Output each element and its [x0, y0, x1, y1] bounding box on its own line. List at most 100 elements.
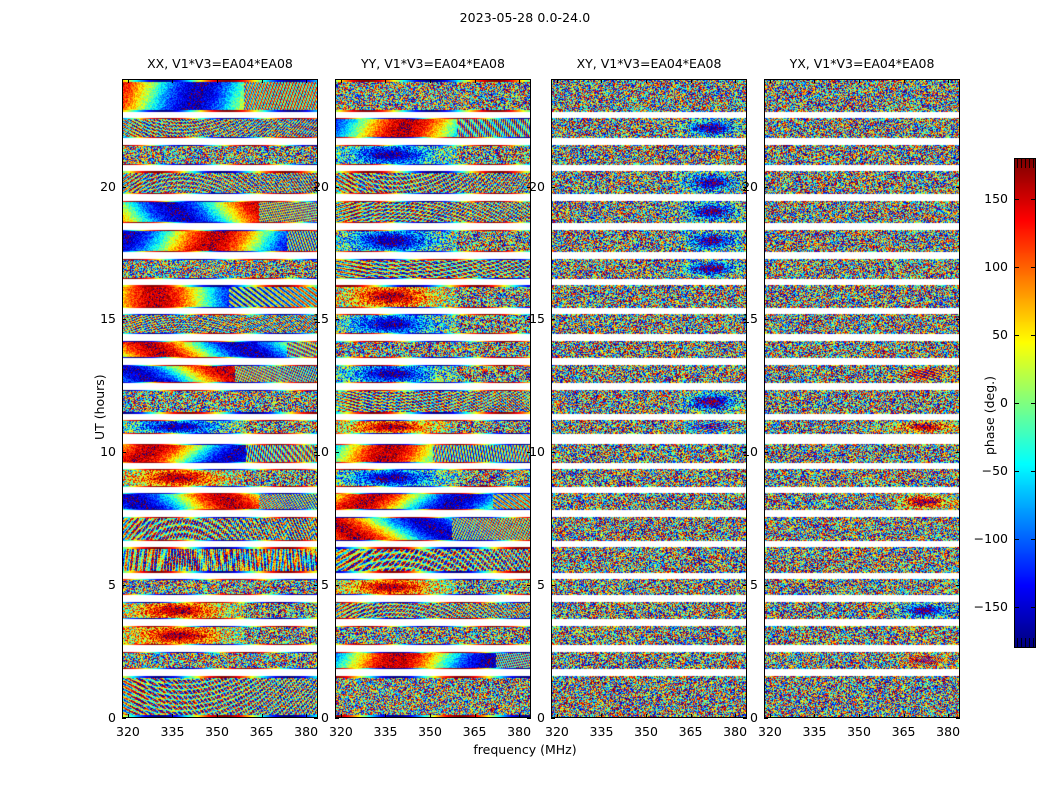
- y-tick-mark-right: [314, 186, 318, 188]
- colorbar-extend-hatch: [1029, 159, 1030, 168]
- y-tick-label: 5: [321, 577, 329, 593]
- x-tick-label: 380: [507, 724, 532, 739]
- y-tick-mark: [764, 452, 768, 454]
- x-tick-label: 350: [418, 724, 442, 739]
- y-tick-mark-right: [314, 452, 318, 454]
- y-tick-label: 10: [100, 444, 116, 460]
- y-tick-mark: [764, 319, 768, 321]
- colorbar-extend-hatch: [1017, 159, 1018, 168]
- x-tick-mark: [430, 714, 432, 718]
- colorbar-extend-hatch: [1025, 159, 1026, 168]
- y-tick-mark: [335, 186, 339, 188]
- y-tick-mark-right: [956, 186, 960, 188]
- y-tick-label: 0: [537, 710, 545, 725]
- x-tick-mark-top: [735, 79, 737, 83]
- panel-title-xx: XX, V1*V3=EA04*EA08: [147, 56, 293, 71]
- colorbar-tick-mark-right: [1031, 539, 1036, 541]
- x-tick-label: 335: [589, 724, 614, 739]
- y-tick-mark: [551, 319, 555, 321]
- x-tick-mark: [519, 714, 521, 718]
- x-tick-mark-top: [385, 79, 387, 83]
- colorbar-tick-label: 0: [1000, 395, 1008, 410]
- colorbar-extend-hatch: [1017, 638, 1018, 647]
- colorbar-tick-label: −100: [973, 531, 1008, 547]
- x-tick-mark-top: [646, 79, 648, 83]
- x-tick-label: 365: [891, 724, 916, 739]
- y-tick-label: 20: [529, 178, 545, 194]
- y-tick-label: 5: [108, 577, 116, 593]
- waterfall-panel-xy[interactable]: [551, 79, 747, 718]
- x-tick-label: 380: [294, 724, 319, 739]
- waterfall-panel-yy[interactable]: [335, 79, 531, 718]
- x-tick-mark-top: [948, 79, 950, 83]
- x-tick-label: 320: [329, 724, 353, 739]
- x-tick-mark: [385, 714, 387, 718]
- y-tick-mark-right: [743, 585, 747, 587]
- colorbar-tick-mark: [1014, 198, 1019, 200]
- x-tick-mark-top: [430, 79, 432, 83]
- x-tick-mark-top: [261, 79, 263, 83]
- y-tick-mark-right: [527, 585, 531, 587]
- colorbar-extend-top: [1014, 159, 1036, 168]
- x-tick-mark-top: [556, 79, 558, 83]
- y-tick-label: 15: [529, 311, 545, 327]
- y-tick-mark-right: [956, 585, 960, 587]
- y-tick-mark-right: [956, 319, 960, 321]
- y-tick-mark: [764, 585, 768, 587]
- y-tick-mark-right: [527, 718, 531, 719]
- colorbar-tick-mark: [1014, 471, 1019, 473]
- waterfall-panel-xx[interactable]: [122, 79, 318, 718]
- x-tick-label: 380: [723, 724, 748, 739]
- y-tick-label: 15: [313, 311, 329, 327]
- y-axis-label: UT (hours): [92, 374, 107, 440]
- colorbar-tick-mark-right: [1031, 471, 1036, 473]
- y-tick-mark: [335, 718, 339, 719]
- x-tick-mark-top: [172, 79, 174, 83]
- colorbar-tick-mark: [1014, 334, 1019, 336]
- y-tick-mark: [551, 186, 555, 188]
- colorbar-tick-label: −50: [981, 463, 1008, 479]
- colorbar-label: phase (deg.): [982, 376, 997, 455]
- x-tick-mark: [735, 714, 737, 718]
- colorbar-extend-hatch: [1021, 638, 1022, 647]
- x-tick-mark: [690, 714, 692, 718]
- figure-suptitle: 2023-05-28 0.0-24.0: [459, 10, 591, 25]
- x-tick-mark-top: [127, 79, 129, 83]
- x-tick-mark: [814, 714, 816, 718]
- colorbar-tick-mark-right: [1031, 266, 1036, 268]
- colorbar-extend-bottom: [1014, 638, 1036, 647]
- x-tick-mark: [859, 714, 861, 718]
- x-tick-mark-top: [690, 79, 692, 83]
- y-tick-label: 0: [321, 710, 329, 725]
- x-tick-mark-top: [769, 79, 771, 83]
- y-tick-mark-right: [743, 319, 747, 321]
- colorbar-tick-mark-right: [1031, 403, 1036, 404]
- x-tick-mark-top: [306, 79, 308, 83]
- x-tick-mark-top: [217, 79, 219, 83]
- y-tick-label: 0: [108, 710, 116, 725]
- colorbar-tick-label: 150: [984, 190, 1008, 206]
- colorbar-tick-mark: [1014, 607, 1019, 609]
- colorbar-extend-hatch: [1021, 159, 1022, 168]
- y-tick-mark: [551, 452, 555, 454]
- x-tick-label: 335: [373, 724, 398, 739]
- x-tick-label: 320: [758, 724, 782, 739]
- waterfall-panel-yx[interactable]: [764, 79, 960, 718]
- x-tick-label: 335: [802, 724, 827, 739]
- x-tick-label: 350: [205, 724, 229, 739]
- x-tick-mark-top: [859, 79, 861, 83]
- colorbar-tick-label: 50: [992, 326, 1008, 342]
- x-tick-mark: [948, 714, 950, 718]
- y-tick-mark: [764, 718, 768, 719]
- x-tick-mark-top: [601, 79, 603, 83]
- x-tick-label: 380: [936, 724, 961, 739]
- y-tick-mark-right: [527, 319, 531, 321]
- y-tick-mark: [122, 452, 126, 454]
- colorbar-extend-hatch: [1033, 159, 1034, 168]
- colorbar-tick-mark-right: [1031, 607, 1036, 609]
- y-tick-label: 10: [529, 444, 545, 460]
- y-tick-mark-right: [314, 585, 318, 587]
- x-tick-mark: [127, 714, 129, 718]
- y-tick-label: 10: [742, 444, 758, 460]
- x-tick-mark-top: [903, 79, 905, 83]
